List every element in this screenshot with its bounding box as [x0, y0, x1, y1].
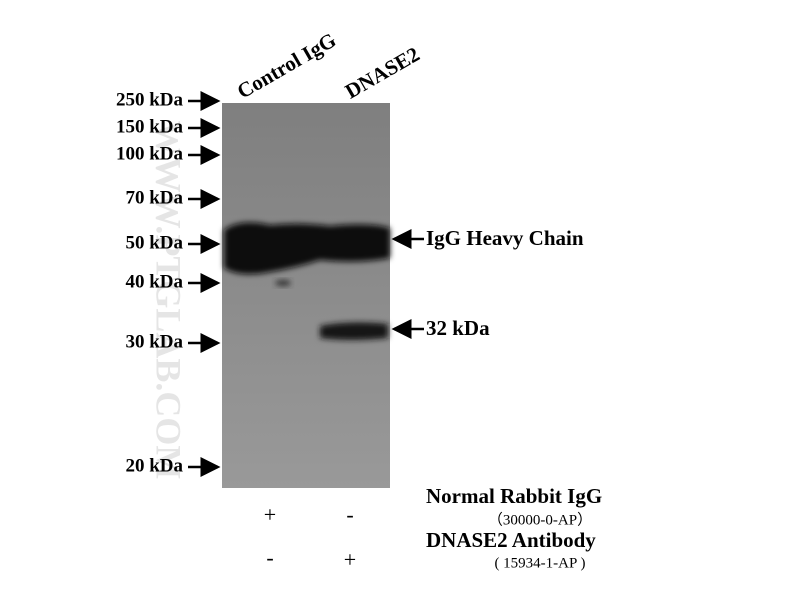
band-label: 32 kDa: [426, 316, 490, 340]
marker-label: 30 kDa: [125, 331, 183, 352]
marker-label: 70 kDa: [125, 187, 183, 208]
blot: [222, 103, 390, 488]
marker-label: 20 kDa: [125, 455, 183, 476]
catalog: ( 15934-1-AP ): [494, 555, 585, 571]
sign: +: [344, 547, 356, 572]
condition-name: DNASE2 Antibody: [426, 528, 596, 552]
lane-label: Control IgG: [233, 28, 340, 104]
heavy-chain-band: [224, 222, 390, 275]
lane-label: DNASE2: [341, 42, 424, 104]
sign: -: [346, 502, 353, 527]
marker-label: 40 kDa: [125, 271, 183, 292]
band-label: IgG Heavy Chain: [426, 226, 584, 250]
condition-name: Normal Rabbit IgG: [426, 484, 602, 508]
sign: +: [264, 502, 276, 527]
marker-label: 50 kDa: [125, 232, 183, 253]
catalog: （30000-0-AP）: [488, 511, 592, 528]
watermark: WWW.PTGLAB.COM: [149, 121, 189, 480]
marker-label: 150 kDa: [116, 116, 184, 137]
sign: -: [266, 545, 273, 570]
marker-label: 250 kDa: [116, 89, 184, 110]
dnase2-band: [320, 322, 388, 340]
marker-label: 100 kDa: [116, 143, 184, 164]
spot: [275, 280, 291, 286]
markers: 250 kDa 150 kDa 100 kDa 70 kDa 50 kDa 40…: [116, 89, 221, 477]
